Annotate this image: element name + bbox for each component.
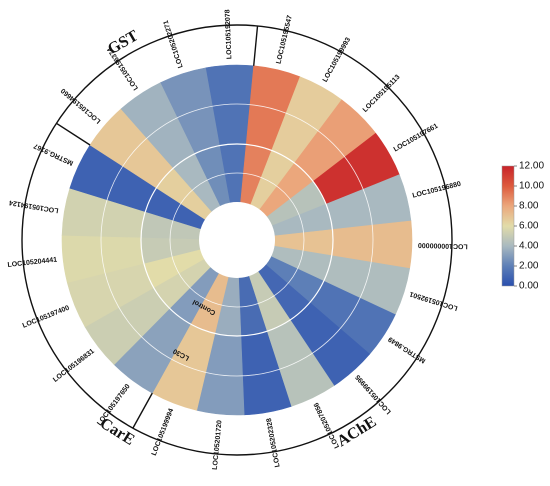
group-separator <box>253 25 259 66</box>
colorbar-gradient <box>501 165 515 287</box>
gene-label: LOC105192078 <box>224 9 233 59</box>
outer-circle <box>21 24 453 456</box>
colorbar-ticks: 0.00 2.00 4.00 6.00 8.00 10.00 12.00 <box>514 161 544 292</box>
gene-label: LOC105202328 <box>266 417 282 467</box>
gene-label: LOC105207856 <box>313 401 341 449</box>
colorbar-tick-label: 8.00 <box>519 201 539 212</box>
grid-circle <box>100 103 374 377</box>
gene-label: LOC105202271 <box>163 19 185 69</box>
colorbar-tick-label: 2.00 <box>519 261 539 272</box>
ring-divider <box>140 143 334 337</box>
group-label-gst: GST <box>105 27 142 58</box>
gene-label: LOC105201720 <box>212 420 224 470</box>
gene-label: LOC105196880 <box>412 181 462 200</box>
gene-label: LOC105197400 <box>22 305 71 330</box>
gene-label: LOC105195547 <box>276 15 294 65</box>
gene-label: LOC105195113 <box>362 74 402 114</box>
gene-label: LOC105199994 <box>151 408 176 457</box>
colorbar-tick-label: 0.00 <box>519 281 539 292</box>
gene-label: LOC105192501 <box>409 290 459 311</box>
gene-label: MSTRG.9849 <box>387 335 427 364</box>
colorbar-tick-label: 10.00 <box>519 181 544 192</box>
grid-circle <box>169 172 305 308</box>
group-separator <box>56 122 91 146</box>
colorbar-tick-label: 12.00 <box>519 161 544 172</box>
gene-label: LOC105204441 <box>7 257 57 269</box>
gene-label: LOC105194124 <box>9 199 59 214</box>
outer-ring <box>21 24 453 456</box>
gene-label: LOC105196831 <box>52 348 96 384</box>
group-separator <box>132 392 153 429</box>
center-hole <box>199 202 275 278</box>
colorbar: 0.00 2.00 4.00 6.00 8.00 10.00 12.00 <box>501 161 544 292</box>
group-label-care: CarE <box>97 415 138 449</box>
colorbar-tick-label: 4.00 <box>519 241 539 252</box>
heatmap-gridlines <box>100 103 374 377</box>
gene-label: LOC105199993 <box>322 36 352 83</box>
gene-label: LOC100000000 <box>418 241 468 249</box>
gene-label: MSTRG.9167 <box>33 142 75 167</box>
heatmap-cells <box>61 64 413 416</box>
colorbar-tick-label: 6.00 <box>519 221 539 232</box>
